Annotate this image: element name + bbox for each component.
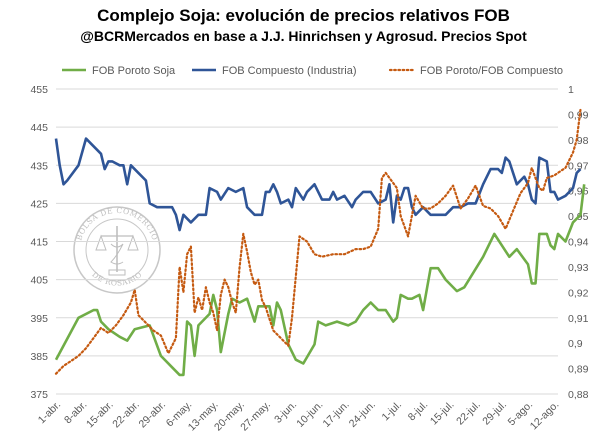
x-tick-label: 29-abr. xyxy=(137,399,169,431)
y-right-tick-label: 0,99 xyxy=(568,109,589,121)
y-left-tick-label: 445 xyxy=(30,122,48,134)
x-tick-label: 17-jun. xyxy=(320,399,351,430)
x-tick-label: 1-abr. xyxy=(36,399,63,426)
x-tick-label: 10-jun. xyxy=(294,399,325,430)
y-left-tick-label: 415 xyxy=(30,237,48,249)
x-tick-label: 22-jul. xyxy=(454,399,483,428)
x-tick-label: 12-ago. xyxy=(528,399,562,433)
y-left-tick-label: 435 xyxy=(30,160,48,172)
chart-title: Complejo Soja: evolución de precios rela… xyxy=(97,6,510,25)
y-right-tick-label: 0,91 xyxy=(568,313,589,325)
y-right-tick-label: 0,92 xyxy=(568,287,589,299)
x-tick-label: 22-abr. xyxy=(110,399,142,431)
y-right-tick-label: 0,94 xyxy=(568,237,589,249)
y-right-tick-label: 1 xyxy=(568,84,574,96)
x-tick-label: 15-abr. xyxy=(84,399,116,431)
legend-label: FOB Poroto/FOB Compuesto xyxy=(420,65,563,77)
y-left-tick-label: 385 xyxy=(30,351,48,363)
x-tick-label: 24-jun. xyxy=(347,399,378,430)
x-tick-label: 1-jul. xyxy=(380,399,405,424)
series-line-2 xyxy=(54,137,582,232)
x-tick-label: 15-jul. xyxy=(428,399,457,428)
chart-subtitle: @BCRMercados en base a J.J. Hinrichsen y… xyxy=(80,28,527,44)
seal-text-bottom: DE ROSARIO xyxy=(90,270,143,288)
y-right-tick-label: 0,89 xyxy=(568,364,589,376)
y-right-tick-label: 0,9 xyxy=(568,338,583,350)
y-left-tick-label: 375 xyxy=(30,389,48,401)
y-right-tick-label: 0,98 xyxy=(568,135,589,147)
svg-text:DE ROSARIO: DE ROSARIO xyxy=(90,270,143,288)
x-tick-label: 8-jul. xyxy=(406,399,431,424)
y-left-tick-label: 395 xyxy=(30,313,48,325)
y-right-tick-label: 0,93 xyxy=(568,262,589,274)
x-tick-label: 29-jul. xyxy=(480,399,509,428)
series-line-3 xyxy=(54,108,582,375)
series-line-1 xyxy=(54,184,586,377)
y-right-tick-label: 0,97 xyxy=(568,160,589,172)
y-left-tick-label: 455 xyxy=(30,84,48,96)
legend-label: FOB Poroto Soja xyxy=(92,65,176,77)
y-left-tick-label: 425 xyxy=(30,198,48,210)
y-left-tick-label: 405 xyxy=(30,275,48,287)
y-right-tick-label: 0,88 xyxy=(568,389,589,401)
legend-label: FOB Compuesto (Industria) xyxy=(222,65,357,77)
